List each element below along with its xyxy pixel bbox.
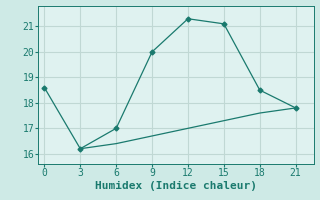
X-axis label: Humidex (Indice chaleur): Humidex (Indice chaleur): [95, 181, 257, 191]
